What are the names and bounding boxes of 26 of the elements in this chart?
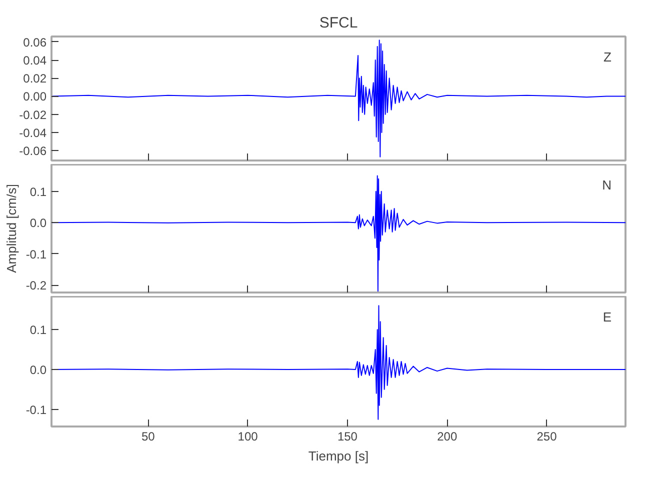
x-tick-label: 250 <box>536 430 558 444</box>
y-tick-label: -0.06 <box>19 144 47 158</box>
y-tick-label: -0.1 <box>26 247 47 262</box>
y-tick-label: 0.1 <box>30 184 47 199</box>
y-tick-label: 0.1 <box>30 323 47 338</box>
annotation: E <box>602 310 612 324</box>
x-tick-label: 150 <box>337 430 358 444</box>
x-tick-label: 100 <box>238 430 258 444</box>
y-tick-label: -0.04 <box>19 126 47 140</box>
y-tick-label: 0.02 <box>23 72 47 86</box>
chart-title: SFCL <box>319 14 358 32</box>
y-tick-label: -0.1 <box>26 402 47 417</box>
x-tick-label: 50 <box>141 430 156 444</box>
y-tick-label: 0.0 <box>30 216 47 230</box>
y-tick-label: 0.0 <box>30 362 47 377</box>
y-tick-label: -0.02 <box>19 108 47 122</box>
x-axis-title: Tiempo [s] <box>308 448 369 464</box>
x-tick-label: 200 <box>437 430 458 444</box>
y-tick-label: 0.00 <box>23 90 47 104</box>
y-tick-label: -0.2 <box>26 278 47 293</box>
y-tick-label: 0.06 <box>23 35 47 50</box>
annotation: N <box>602 178 612 192</box>
line-series <box>52 40 626 158</box>
annotation: Z <box>604 50 612 64</box>
y-axis-title: Amplitud [cm/s] <box>4 184 19 273</box>
y-tick-label: 0.04 <box>23 54 47 68</box>
